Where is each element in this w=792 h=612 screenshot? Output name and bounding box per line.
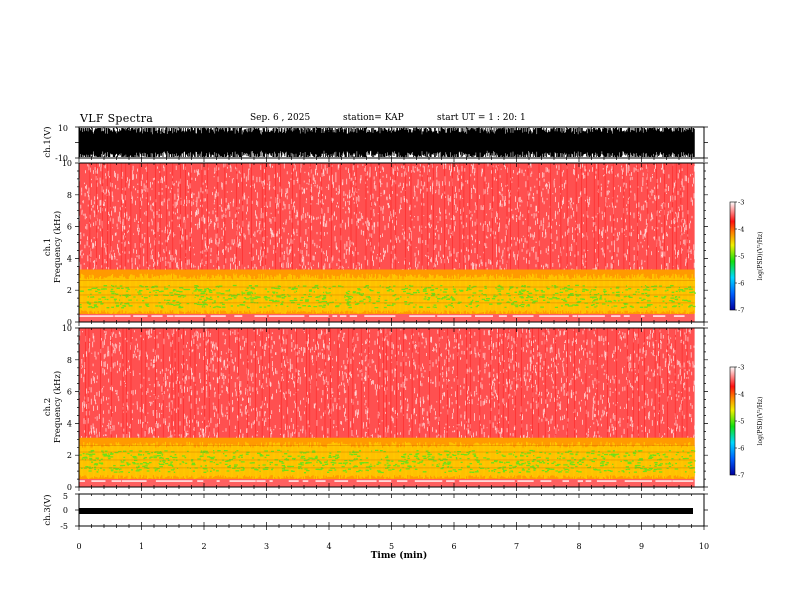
ch3-waveform-yticks <box>75 493 708 527</box>
ch3-waveform-xticks <box>78 494 705 530</box>
ch2-colorbar: -7 -6 -5 -4 -3 log(PSD)(V²/Hz) <box>729 364 764 480</box>
time-xtick-label: 5 <box>389 542 394 551</box>
ch1-spectrogram-ytick-label: 10 <box>62 159 72 168</box>
time-xtick-label: 10 <box>699 542 709 551</box>
time-xtick-label: 4 <box>326 542 331 551</box>
ch2-spectrogram-ytick-label: 2 <box>67 451 72 460</box>
ch1-spectrogram-ytick-label: 8 <box>67 191 72 200</box>
ch1-spectrogram-image <box>78 163 696 322</box>
time-xtick-label: 7 <box>514 542 519 551</box>
ch1-waveform-xticks <box>78 127 705 162</box>
ch2-spectrogram-ytick-label: 10 <box>62 324 72 333</box>
figure-title: VLF Spectra <box>80 112 154 125</box>
time-xtick-label: 6 <box>451 542 456 551</box>
ch2-spectrogram-ytick-labels: 0 2 4 6 8 10 <box>62 324 72 492</box>
ch1-colorbar-tick-labels: -7 -6 -5 -4 -3 <box>735 199 744 315</box>
ch1-colorbar: -7 -6 -5 -4 -3 log(PSD)(V²/Hz) <box>729 199 764 315</box>
time-xtick-label: 2 <box>201 542 206 551</box>
colorbar-tick-label: -5 <box>738 253 744 261</box>
ch2-spectrogram-image <box>78 328 696 487</box>
date-label: Sep. 6 , 2025 <box>250 113 311 123</box>
ch1-waveform-ylabel: ch.1(V) <box>42 126 53 157</box>
ch2-spectrogram-ytick-label: 0 <box>67 483 72 492</box>
ch1-spectrogram-ytick-labels: 0 2 4 6 8 10 <box>62 159 72 327</box>
ch2-spectrogram-ytick-label: 8 <box>67 356 72 365</box>
time-xaxis-label: Time (min) <box>371 550 428 561</box>
spectrogram-band-orange <box>79 437 695 480</box>
ch1-spectrogram-yticks <box>75 162 708 323</box>
ch2-spectrogram-ytick-label: 6 <box>67 388 72 397</box>
ch2-spectrogram-ticks <box>75 327 708 491</box>
ch1-waveform-ticks <box>75 126 708 162</box>
ch1-ytick-top: 10 <box>58 124 68 133</box>
colorbar-tick-label: -5 <box>738 418 744 426</box>
station-label: station= KAP <box>343 113 404 123</box>
ch2-colorbar-tick-labels: -7 -6 -5 -4 -3 <box>735 364 744 480</box>
ch1-spectrogram-ytick-label: 0 <box>67 318 72 327</box>
ch3-waveform-trace <box>79 508 693 514</box>
ch1-waveform-yticks <box>75 126 708 159</box>
spectrogram-bottom-strip <box>79 479 695 487</box>
time-xtick-label: 9 <box>639 542 644 551</box>
ch1-waveform-trace <box>78 128 695 157</box>
start-ut-label: start UT = 1 : 20: 1 <box>437 113 526 123</box>
time-xtick-label: 1 <box>139 542 144 551</box>
ch2-spectrogram-ytick-label: 4 <box>67 419 72 428</box>
colorbar-tick-label: -7 <box>738 472 744 480</box>
ch3-ytick-5: 5 <box>63 492 68 501</box>
time-xtick-label: 0 <box>76 542 81 551</box>
time-xtick-label: 8 <box>576 542 581 551</box>
ch1-spectrogram-xticks <box>78 163 705 326</box>
ch1-spectrogram-ytick-label: 2 <box>67 286 72 295</box>
ch1-waveform-panel: 10 -10 ch.1(V) <box>42 124 708 163</box>
colorbar-tick-label: -3 <box>738 199 744 207</box>
ch2-spectrogram-xticks <box>78 328 705 491</box>
ch1-spectrogram-ytick-label: 6 <box>67 223 72 232</box>
ch3-waveform-ticks <box>75 493 708 530</box>
ch3-ytick-minus5: -5 <box>60 522 68 531</box>
ch1-colorbar-gradient <box>729 201 736 311</box>
ch2-spectrogram-ylabel-freq: Frequency (kHz) <box>52 371 63 443</box>
ch1-spectrogram-panel: 0 2 4 6 8 10 ch.1 Frequency (kHz) <box>43 159 708 327</box>
ch3-waveform-ylabel: ch.3(V) <box>42 494 53 525</box>
ch2-colorbar-gradient <box>729 366 736 476</box>
colorbar-tick-label: -4 <box>738 391 744 399</box>
time-xtick-label: 3 <box>264 542 269 551</box>
ch1-ytick-bottom: -10 <box>55 154 68 163</box>
colorbar-tick-label: -6 <box>738 445 744 453</box>
time-xtick-labels: 0 1 2 3 4 5 6 7 8 9 10 <box>76 542 709 551</box>
ch2-spectrogram-panel: 0 2 4 6 8 10 ch.2 Frequency (kHz) <box>43 324 708 492</box>
spectrogram-band-green <box>79 284 696 309</box>
colorbar-tick-label: -4 <box>738 226 744 234</box>
ch1-spectrogram-ylabel-channel: ch.1 <box>43 238 53 256</box>
spectrogram-bottom-strip <box>79 314 695 322</box>
colorbar-tick-label: -6 <box>738 280 744 288</box>
ch1-spectrogram-ylabel-freq: Frequency (kHz) <box>52 211 63 283</box>
ch2-spectrogram-ylabel-channel: ch.2 <box>43 398 53 416</box>
colorbar-tick-label: -7 <box>738 307 744 315</box>
colorbar-tick-label: -3 <box>738 364 744 372</box>
ch3-ytick-0: 0 <box>63 506 68 515</box>
ch2-spectrogram-yticks <box>75 327 708 488</box>
ch1-waveform-line <box>78 128 695 157</box>
ch1-spectrogram-ticks <box>75 162 708 326</box>
ch1-colorbar-label: log(PSD)(V²/Hz) <box>757 232 764 281</box>
ch2-colorbar-label: log(PSD)(V²/Hz) <box>757 397 764 446</box>
ch1-spectrogram-ytick-label: 4 <box>67 254 72 263</box>
ch3-waveform-panel: 5 0 -5 ch.3(V) 0 1 2 3 4 5 6 7 8 9 10 Time (min) <box>42 492 709 561</box>
